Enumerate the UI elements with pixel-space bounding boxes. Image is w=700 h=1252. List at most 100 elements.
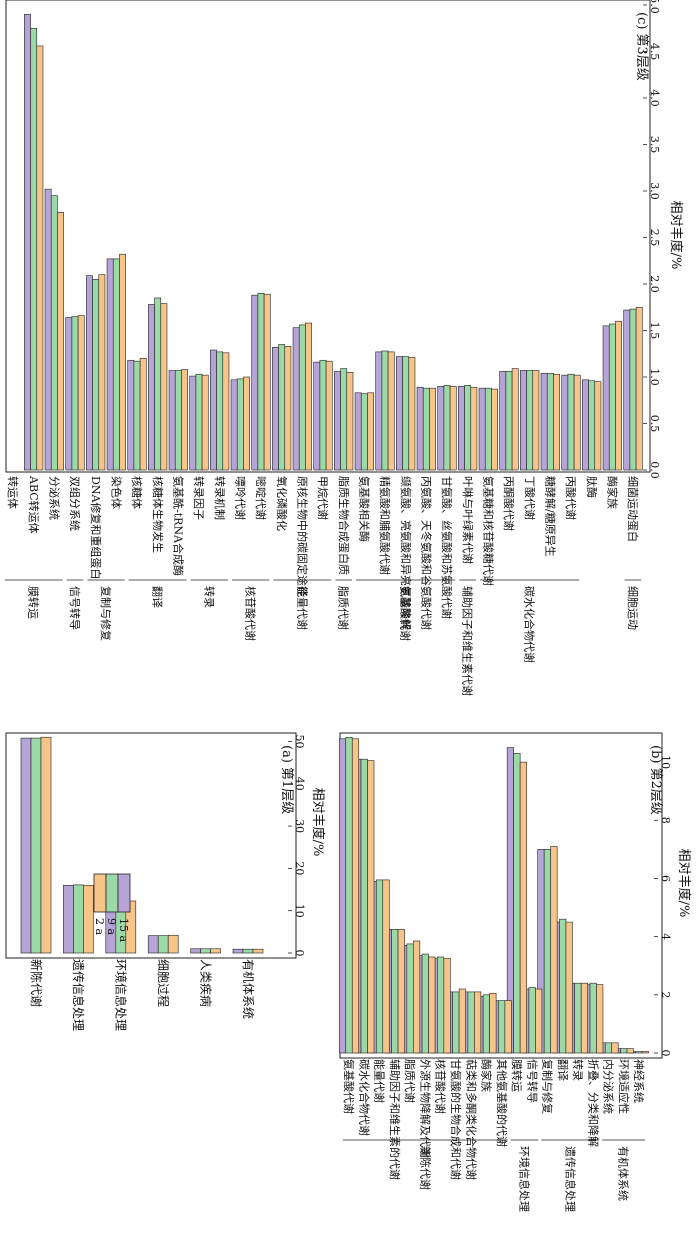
- bar-c-22-9a: [174, 370, 182, 471]
- group-label-b-0: 有机体系统: [617, 1146, 631, 1201]
- panel-a-x-axis: 0 10 20 30 40 50: [288, 734, 306, 957]
- bar-c-10-9a: [422, 387, 430, 471]
- bar-c-12-2a: [387, 351, 395, 471]
- category-label-b-8: 膜转运: [510, 1059, 524, 1092]
- legend-swatch-15a: [117, 873, 131, 913]
- bar-c-23-15a: [148, 304, 155, 471]
- category-label-c-11: 缬氨酸、亮氨酸和异亮氨酸降解: [399, 476, 413, 630]
- tick-label-c-7: 3.5: [648, 136, 661, 154]
- bar-c-27-9a: [71, 316, 79, 471]
- bar-c-25-9a: [112, 258, 120, 471]
- bar-c-11-2a: [408, 357, 416, 471]
- bar-b-13-9a: [437, 956, 445, 1054]
- category-label-c-22: 氨基酰-tRNA合成酶: [171, 476, 185, 576]
- tick-label-c-8: 4.0: [648, 89, 661, 107]
- bar-c-28-2a: [57, 212, 64, 471]
- category-label-c-12: 精氨酸和脯氨酸代谢: [378, 476, 392, 575]
- bar-b-2-2a: [611, 1042, 619, 1054]
- panel-c-bars: [24, 14, 643, 471]
- category-label-b-19: 氨基酸代谢: [342, 1059, 356, 1114]
- category-label-c-2: 肽酶: [585, 476, 599, 498]
- bar-b-8-9a: [513, 753, 521, 1054]
- bar-c-27-2a: [77, 315, 85, 471]
- category-label-c-20: 转录机制: [213, 476, 227, 520]
- group-label-c-0: 细胞运动: [626, 586, 639, 630]
- bar-a-4-2a: [83, 885, 94, 954]
- bar-c-4-2a: [553, 373, 560, 471]
- bar-c-17-9a: [278, 344, 286, 471]
- bar-c-17-15a: [272, 346, 279, 471]
- bar-b-9-2a: [504, 1000, 512, 1054]
- bar-c-22-2a: [181, 369, 188, 471]
- category-label-b-9: 其他氨基酸的代谢: [495, 1059, 509, 1147]
- panel-a-category-labels: 有机体系统 人类疾病 细胞过程 环境信息处理 遗传信息处理 新陈代谢: [29, 959, 255, 1031]
- group-label-c-5: 能量代谢: [295, 586, 309, 630]
- group-label-c-10: 信号转导: [68, 586, 82, 630]
- bar-c-19-9a: [236, 378, 244, 471]
- group-label-c-7: 转录: [202, 586, 216, 608]
- bar-c-3-2a: [573, 374, 581, 471]
- group-label-c-9: 复制与修复: [99, 586, 113, 641]
- category-label-c-26: DNA修复和重组蛋白: [89, 476, 103, 579]
- category-label-c-29: ABC转运体: [27, 475, 41, 534]
- group-label-b-2: 环境信息处理: [518, 1146, 532, 1212]
- bar-c-7-15a: [478, 387, 486, 471]
- bar-c-7-9a: [484, 387, 492, 471]
- bar-a-1-15a: [190, 948, 201, 954]
- bar-c-17-2a: [284, 346, 292, 471]
- category-label-a-3: 环境信息处理: [114, 959, 129, 1031]
- category-label-b-12: 甘氨酸的生物合成和代谢: [449, 1059, 463, 1180]
- tick-label-a-1: 10: [293, 904, 306, 918]
- bar-b-3-2a: [596, 984, 604, 1054]
- tick-label-c-9: 4.5: [648, 43, 661, 61]
- bar-c-24-15a: [127, 359, 135, 471]
- bar-b-7-2a: [535, 988, 543, 1054]
- category-label-c-9: 甘氨酸、丝氨酸和苏氨酸代谢: [440, 476, 454, 619]
- category-label-c-3: 丙酸代谢: [564, 476, 578, 520]
- bar-c-21-15a: [189, 375, 197, 471]
- bar-c-14-15a: [334, 371, 341, 471]
- bar-c-26-2a: [98, 274, 106, 471]
- panel-c-group-labels: 细胞运动 碳水化合物代谢 辅助因子和维生素代谢 氨基酸代谢 脂质代谢 能量代谢 核苷酸代谢 转…: [4, 579, 642, 696]
- bar-b-14-9a: [421, 953, 429, 1054]
- bar-b-1-9a: [620, 1048, 628, 1054]
- bar-c-21-2a: [201, 374, 209, 471]
- bar-c-13-9a: [360, 393, 368, 471]
- category-label-c-19: 嘌呤代谢: [233, 476, 247, 520]
- bar-a-1-9a: [200, 948, 211, 954]
- category-label-b-11: 萜类和多酮类化合物代谢: [464, 1059, 478, 1180]
- bar-c-25-2a: [119, 253, 126, 471]
- tick-label-c-1: 0.5: [648, 415, 661, 433]
- category-label-c-7: 氨基糖和核苷酸糖代谢: [481, 476, 495, 586]
- group-label-c-6: 核苷酸代谢: [244, 586, 258, 641]
- tick-label-a-2: 20: [293, 861, 306, 875]
- bar-b-19-9a: [345, 737, 353, 1054]
- bar-c-16-15a: [292, 327, 300, 471]
- group-label-b-1: 遗传信息处理: [563, 1146, 577, 1212]
- category-label-a-0: 有机体系统: [241, 959, 255, 1019]
- bar-c-14-9a: [340, 368, 348, 471]
- bar-a-1-2a: [210, 948, 221, 954]
- panel-c-frame: [5, 0, 651, 473]
- bar-b-11-9a: [467, 991, 475, 1054]
- panel-c-xlabel: 相对丰度/%: [668, 201, 684, 270]
- panel-c-category-labels: 细菌运动蛋白酶家族肽酶丙酸代谢糖酵解/糖原异生丁酸代谢丙酮酸代谢氨基糖和核苷酸糖…: [6, 475, 640, 630]
- category-label-b-5: 翻译: [556, 1059, 570, 1081]
- bar-c-11-9a: [402, 356, 410, 471]
- bar-c-22-15a: [168, 370, 176, 471]
- bar-b-12-2a: [458, 988, 466, 1054]
- category-label-c-27: 双组分系统: [68, 476, 82, 531]
- tick-label-c-3: 1.5: [648, 322, 661, 340]
- bar-c-7-2a: [491, 388, 498, 471]
- category-label-c-8: 叶啉与叶绿素代谢: [461, 476, 475, 564]
- panel-b-x-axis: 0 2 4 6 8 10: [654, 755, 672, 1057]
- category-label-b-2: 内分泌系统: [602, 1059, 616, 1114]
- category-label-b-15: 脂质代谢: [403, 1059, 417, 1103]
- category-label-c-14: 脂质生物合成蛋白质: [337, 476, 351, 575]
- category-label-c-1: 酶家族: [605, 476, 619, 509]
- category-label-b-7: 信号转导: [525, 1059, 539, 1103]
- bar-b-5-2a: [565, 921, 573, 1054]
- category-label-b-4: 转录: [571, 1059, 585, 1081]
- legend: 2 a 9 a 15 a: [93, 873, 131, 942]
- bar-b-4-2a: [580, 982, 588, 1054]
